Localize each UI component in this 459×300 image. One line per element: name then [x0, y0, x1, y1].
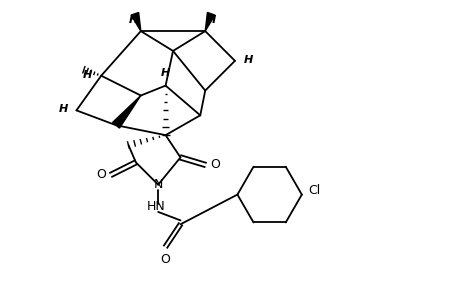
Text: H: H [206, 15, 215, 25]
Text: H: H [58, 104, 67, 114]
Text: H: H [129, 15, 138, 25]
Text: O: O [96, 168, 106, 181]
Polygon shape [131, 13, 140, 31]
Text: Cl: Cl [307, 184, 319, 197]
Text: HN: HN [146, 200, 165, 214]
Text: H: H [161, 68, 170, 78]
Text: O: O [160, 253, 170, 266]
Polygon shape [112, 95, 140, 128]
Polygon shape [205, 13, 214, 31]
Text: H: H [243, 55, 252, 65]
Text: O: O [210, 158, 219, 171]
Text: H: H [83, 70, 92, 80]
Text: N: N [153, 178, 162, 191]
